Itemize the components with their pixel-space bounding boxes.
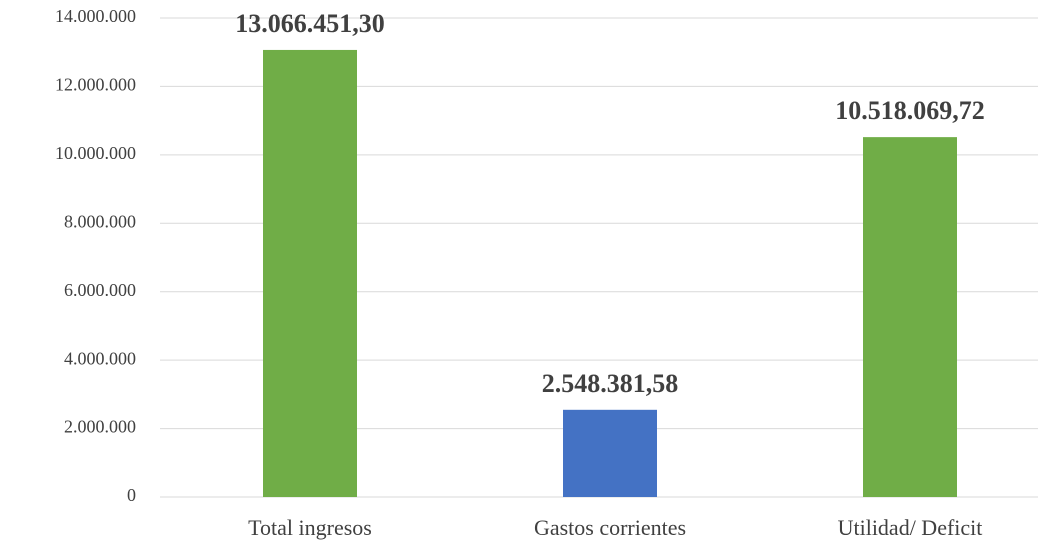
y-tick-label: 8.000.000 bbox=[64, 211, 136, 231]
bar bbox=[863, 137, 957, 497]
value-label: 10.518.069,72 bbox=[835, 96, 985, 125]
value-label: 2.548.381,58 bbox=[542, 369, 679, 398]
bar bbox=[263, 50, 357, 497]
y-tick-label: 0 bbox=[127, 485, 136, 505]
x-tick-label: Utilidad/ Deficit bbox=[838, 515, 983, 540]
y-tick-label: 4.000.000 bbox=[64, 348, 136, 368]
y-tick-label: 12.000.000 bbox=[55, 75, 136, 95]
chart: 0 2.000.000 4.000.000 6.000.000 8.000.000 10.… bbox=[0, 0, 1038, 549]
y-tick-label: 14.000.000 bbox=[55, 6, 136, 26]
y-tick-label: 2.000.000 bbox=[64, 417, 136, 437]
y-tick-label: 6.000.000 bbox=[64, 280, 136, 300]
x-tick-label: Gastos corrientes bbox=[534, 515, 686, 540]
value-label: 13.066.451,30 bbox=[235, 9, 385, 38]
bar bbox=[563, 410, 657, 497]
y-tick-label: 10.000.000 bbox=[55, 143, 136, 163]
x-tick-label: Total ingresos bbox=[248, 515, 372, 540]
